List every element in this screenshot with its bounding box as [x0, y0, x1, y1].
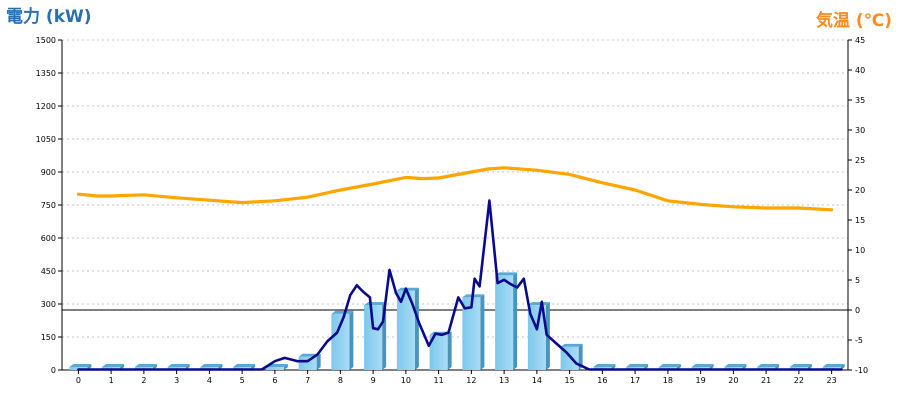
bar-side — [283, 364, 288, 370]
left-tick-label: 1500 — [36, 36, 56, 45]
bar-13 — [495, 272, 518, 370]
bar-front — [396, 290, 415, 370]
bar-front — [364, 305, 383, 370]
bar-top — [527, 302, 550, 306]
bar-side — [316, 353, 321, 370]
bar-top — [691, 364, 714, 367]
bar-side — [578, 343, 583, 370]
bar-top — [593, 364, 616, 367]
x-tick-label: 12 — [466, 376, 476, 385]
right-tick-label: 15 — [855, 216, 865, 225]
bar-top — [789, 364, 812, 367]
bar-top — [396, 287, 419, 291]
left-tick-label: 1350 — [36, 69, 56, 78]
x-tick-label: 21 — [761, 376, 771, 385]
right-tick-label: 30 — [855, 126, 865, 135]
right-tick-label: 25 — [855, 156, 865, 165]
bar-front — [298, 356, 317, 370]
x-tick-label: 19 — [696, 376, 706, 385]
bar-side — [513, 272, 518, 370]
bar-top — [134, 364, 157, 367]
bar-series — [69, 272, 845, 370]
x-tick-label: 1 — [109, 376, 114, 385]
bar-top — [658, 364, 681, 367]
right-tick-label: 35 — [855, 96, 865, 105]
x-tick-label: 16 — [597, 376, 607, 385]
left-tick-label: 900 — [41, 168, 56, 177]
x-tick-label: 22 — [794, 376, 804, 385]
right-tick-label: -10 — [855, 366, 868, 375]
left-tick-label: 0 — [51, 366, 56, 375]
right-tick-label: -5 — [855, 336, 863, 345]
x-tick-label: 13 — [499, 376, 509, 385]
power-line — [77, 199, 843, 371]
x-tick-label: 9 — [371, 376, 376, 385]
bar-front — [462, 297, 481, 370]
x-tick-label: 20 — [728, 376, 738, 385]
x-tick-label: 15 — [565, 376, 575, 385]
line-series — [76, 166, 843, 371]
right-tick-label: 5 — [855, 276, 860, 285]
bar-top — [331, 310, 354, 314]
x-tick-label: 0 — [76, 376, 81, 385]
x-tick-label: 23 — [827, 376, 837, 385]
grid-lines — [62, 39, 848, 338]
bar-front — [429, 334, 448, 370]
bar-top — [102, 364, 125, 367]
x-tick-label: 2 — [141, 376, 146, 385]
right-tick-label: 40 — [855, 66, 865, 75]
right-tick-label: 20 — [855, 186, 865, 195]
left-tick-label: 150 — [41, 333, 56, 342]
bar-top — [233, 364, 256, 367]
bar-top — [200, 364, 223, 367]
right-tick-label: 10 — [855, 246, 865, 255]
axes: 01503004506007509001050120013501500-10-5… — [36, 36, 868, 385]
bar-9 — [364, 302, 387, 370]
right-tick-label: 0 — [855, 306, 860, 315]
bar-front — [265, 367, 284, 370]
bar-8 — [331, 310, 354, 370]
x-tick-label: 17 — [630, 376, 640, 385]
left-tick-label: 1200 — [36, 102, 56, 111]
bar-front — [495, 275, 514, 370]
x-tick-label: 10 — [401, 376, 411, 385]
left-tick-label: 300 — [41, 300, 56, 309]
bar-top — [724, 364, 747, 367]
bar-side — [349, 310, 354, 370]
bar-top — [495, 272, 518, 276]
left-tick-label: 750 — [41, 201, 56, 210]
x-tick-label: 7 — [305, 376, 310, 385]
temperature-line — [76, 166, 834, 212]
left-tick-label: 450 — [41, 267, 56, 276]
left-tick-label: 1050 — [36, 135, 56, 144]
x-tick-label: 11 — [434, 376, 444, 385]
bar-top — [167, 364, 190, 367]
left-axis-title: 電力 (kW) — [6, 7, 92, 27]
bar-side — [414, 287, 419, 370]
x-tick-label: 4 — [207, 376, 212, 385]
x-tick-label: 6 — [272, 376, 277, 385]
left-tick-label: 600 — [41, 234, 56, 243]
bar-12 — [462, 294, 485, 370]
x-tick-label: 18 — [663, 376, 673, 385]
x-tick-label: 3 — [174, 376, 179, 385]
right-tick-label: 45 — [855, 36, 865, 45]
bar-top — [69, 364, 92, 367]
bar-side — [480, 294, 485, 370]
x-tick-label: 8 — [338, 376, 343, 385]
bar-front — [331, 313, 350, 370]
bar-top — [560, 343, 583, 347]
bar-top — [626, 364, 649, 367]
bar-top — [822, 364, 845, 367]
bar-10 — [396, 287, 419, 370]
x-tick-label: 5 — [240, 376, 245, 385]
bar-top — [757, 364, 780, 367]
bar-side — [447, 331, 452, 370]
x-tick-label: 14 — [532, 376, 542, 385]
right-axis-title: 気温 (℃) — [815, 11, 892, 31]
